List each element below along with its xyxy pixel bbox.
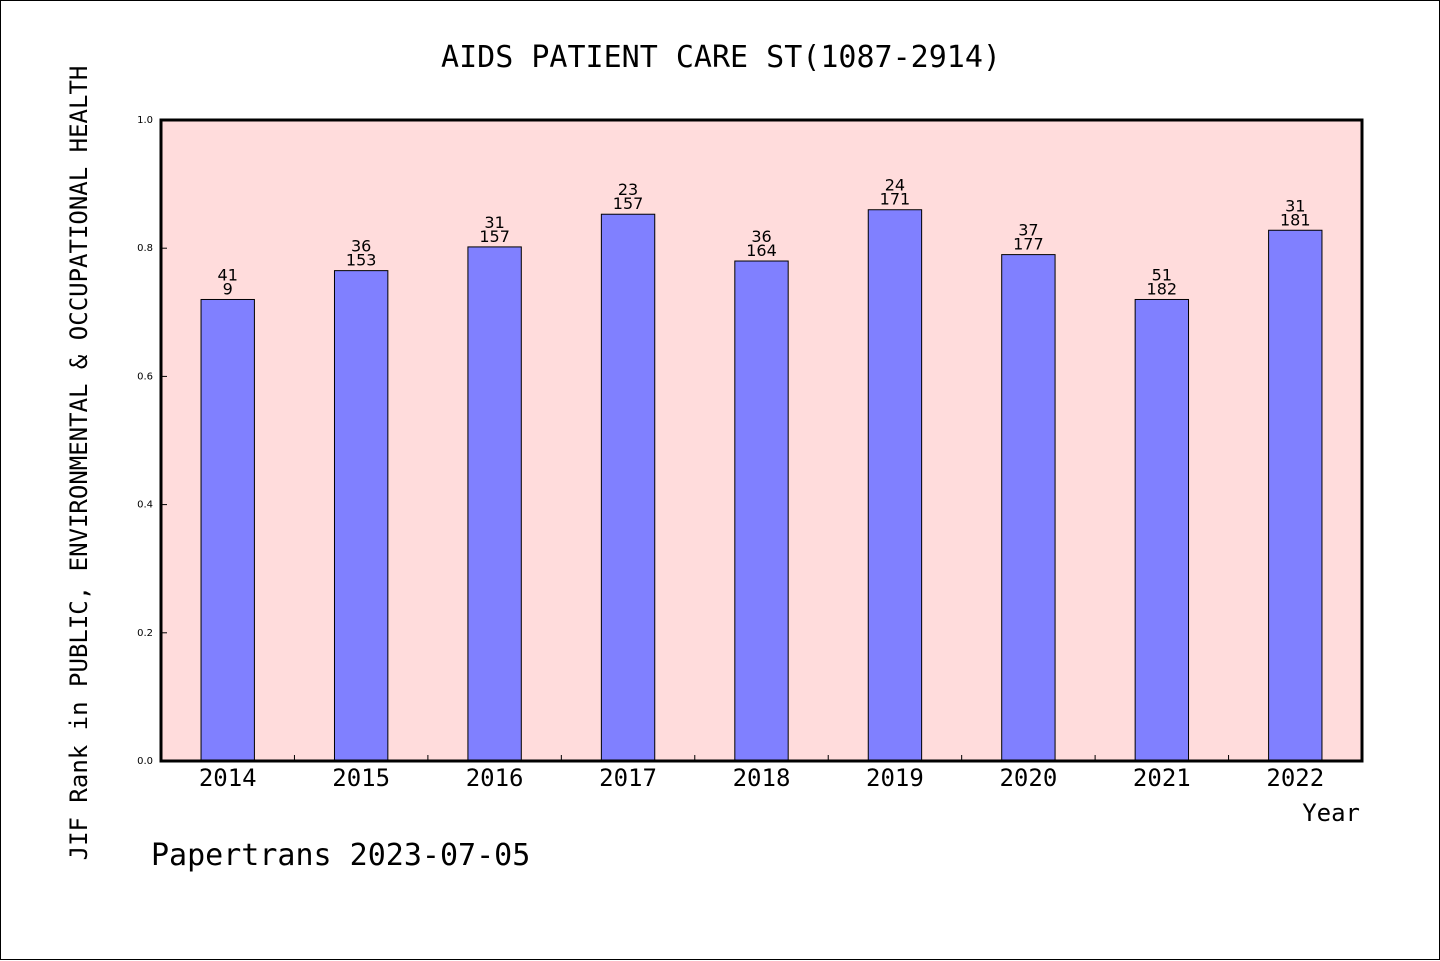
chart-title: AIDS PATIENT CARE ST(1087-2914) (441, 40, 1001, 75)
bar-2021 (1134, 298, 1190, 762)
y-axis-label: JIF Rank in PUBLIC, ENVIRONMENTAL & OCCU… (65, 66, 93, 861)
bar-label-top: 51 (1152, 265, 1172, 284)
x-tick-label: 2016 (466, 764, 524, 792)
bar-2018 (734, 260, 789, 762)
bar-label-top: 36 (351, 237, 371, 256)
bar-2022 (1268, 229, 1323, 762)
bar-label-bottom: 164 (746, 241, 777, 260)
x-tick-label: 2022 (1266, 764, 1324, 792)
bar-label-top: 23 (618, 180, 638, 199)
x-axis-label: Year (1302, 799, 1360, 827)
bar-label-bottom: 181 (1280, 210, 1311, 229)
bar-label-bottom: 182 (1147, 279, 1178, 298)
y-tick-label: 0.8 (137, 243, 153, 254)
x-tick-label: 2019 (866, 764, 924, 792)
y-tick-label: 0.0 (137, 756, 153, 767)
bar-label-bottom: 9 (223, 279, 233, 298)
y-tick-label: 0.6 (137, 371, 153, 382)
bar-label-top: 24 (885, 176, 905, 195)
bar-label-bottom: 171 (880, 190, 911, 209)
bar-label-bottom: 157 (613, 194, 644, 213)
bar-label-top: 37 (1018, 221, 1038, 240)
bar-label-top: 31 (1285, 196, 1305, 215)
x-tick-labels: 2014 2015 2016 2017 2018 2019 2020 2021 2022 (199, 764, 1324, 792)
bar-2019 (867, 209, 923, 762)
bar-label-bottom: 177 (1013, 235, 1044, 254)
bar-label-top: 31 (484, 213, 504, 232)
bar-2020 (1001, 254, 1056, 762)
plot-border (159, 118, 1364, 763)
bars (200, 209, 1323, 762)
footer-credit: Papertrans 2023-07-05 (151, 838, 530, 873)
bar-label-top: 36 (751, 227, 771, 246)
x-tick-label: 2015 (332, 764, 390, 792)
bar-2017 (600, 213, 656, 762)
x-tick-label: 2021 (1133, 764, 1191, 792)
x-tick-label: 2020 (999, 764, 1057, 792)
y-tick-labels: 0.0 0.2 0.4 0.6 0.8 1.0 (137, 115, 153, 767)
bar-label-top: 41 (218, 265, 238, 284)
y-tick-label: 0.2 (137, 628, 153, 639)
y-tick-label: 0.4 (137, 500, 153, 511)
bar-2015 (333, 270, 389, 762)
x-tick-label: 2018 (733, 764, 791, 792)
bar-labels: 4193615331157231573616424171371775118231… (218, 176, 1311, 299)
bar-label-bottom: 157 (479, 227, 510, 246)
bar-2016 (467, 246, 522, 762)
bar-label-bottom: 153 (346, 251, 377, 270)
y-tick-label: 1.0 (137, 115, 153, 126)
x-tick-label: 2014 (199, 764, 257, 792)
bar-2014 (200, 298, 255, 762)
x-tick-label: 2017 (599, 764, 657, 792)
